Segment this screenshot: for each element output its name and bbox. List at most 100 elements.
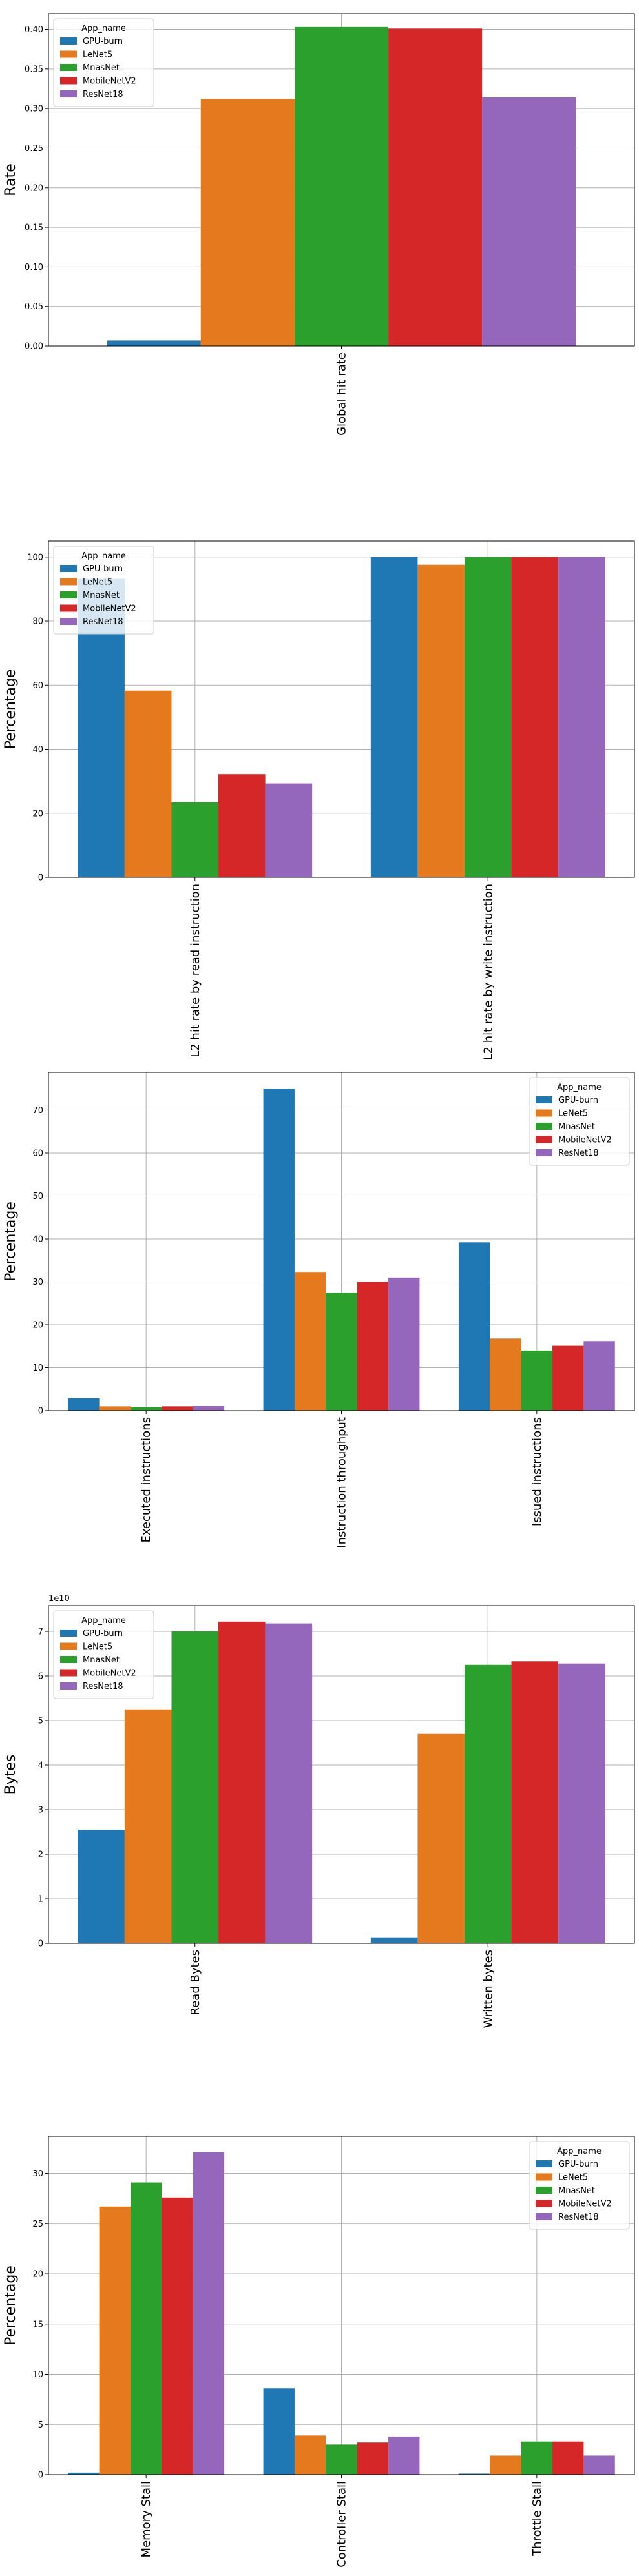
chart-panel-4: 0 1 2 3 4 5 6 7 1e10 Bytes Read Bytes Written bytes… <box>3 1594 635 2028</box>
bar-mobilenetv2-1 <box>162 2197 193 2475</box>
bar-gpu-burn-1 <box>68 2472 100 2475</box>
y-tick-label: 50 <box>32 1192 43 1201</box>
y-tick-label: 10 <box>32 1364 43 1373</box>
bar-lenet5-1 <box>99 2206 131 2475</box>
bar-resnet18-2 <box>388 1277 420 1411</box>
bar-mobilenetv2-1 <box>162 1406 193 1411</box>
bar-mnasnet-1 <box>171 1631 219 1943</box>
legend-label: MnasNet <box>558 1122 595 1132</box>
x-tick-label: Instruction throughput <box>335 1417 349 1548</box>
legend-title: App_name <box>81 1616 126 1626</box>
bar-lenet5-3 <box>490 2455 521 2475</box>
y-axis-label: Rate <box>3 163 19 196</box>
y-tick-label: 10 <box>32 2370 43 2380</box>
legend-swatch <box>536 2213 552 2220</box>
y-tick-label: 0.15 <box>25 223 43 233</box>
y-tick-label: 20 <box>32 809 43 819</box>
legend-swatch <box>536 2200 552 2207</box>
bar-mnasnet-3 <box>521 1350 553 1411</box>
bar-resnet18-1 <box>193 2152 225 2475</box>
legend: App_name GPU-burn LeNet5 MnasNet MobileNetV2… <box>53 18 154 107</box>
bar-gpu-burn-2 <box>263 1089 295 1411</box>
x-tick-label: Read Bytes <box>189 1950 202 2015</box>
bar-lenet5-1 <box>200 99 295 346</box>
legend-label: ResNet18 <box>83 1682 123 1692</box>
legend-label: GPU-burn <box>83 564 123 574</box>
y-tick-label: 3 <box>38 1806 43 1815</box>
bar-mnasnet-3 <box>521 2441 553 2475</box>
bar-mobilenetv2-1 <box>218 1621 266 1943</box>
legend: App_name GPU-burn LeNet5 MnasNet MobileNetV2… <box>529 1077 630 1166</box>
y-tick-label: 2 <box>38 1850 43 1860</box>
bar-lenet5-2 <box>417 1733 465 1943</box>
legend-swatch <box>60 50 77 58</box>
legend-swatch <box>60 37 77 45</box>
bar-gpu-burn-2 <box>263 2388 295 2475</box>
legend: App_name GPU-burn LeNet5 MnasNet MobileNetV2… <box>529 2141 630 2230</box>
bar-mnasnet-2 <box>464 557 512 877</box>
y-tick-label: 0.25 <box>25 144 43 154</box>
bar-gpu-burn-2 <box>370 557 418 877</box>
y-tick-label: 1 <box>38 1895 43 1905</box>
legend-label: LeNet5 <box>83 50 112 60</box>
legend-label: MnasNet <box>83 63 120 73</box>
chart-panel-1: 0.00 0.05 0.10 0.15 0.20 0.25 0.30 0.35 0.40 Rate… <box>3 13 635 436</box>
y-tick-label: 0.00 <box>25 342 43 352</box>
legend-label: MnasNet <box>83 591 120 600</box>
y-tick-label: 30 <box>32 2169 43 2179</box>
legend-label: MobileNetV2 <box>558 1136 612 1145</box>
bar-mobilenetv2-1 <box>218 774 266 877</box>
bar-mnasnet-2 <box>464 1664 512 1943</box>
legend-label: ResNet18 <box>558 2213 599 2222</box>
bar-lenet5-1 <box>124 690 172 877</box>
legend-swatch <box>536 2187 552 2194</box>
bar-mobilenetv2-2 <box>511 557 559 877</box>
bar-resnet18-2 <box>558 557 605 877</box>
x-tick-label: Written bytes <box>481 1950 495 2028</box>
legend-swatch <box>536 2173 552 2181</box>
bar-mobilenetv2-3 <box>552 1345 584 1411</box>
chart-panel-5: 0 5 10 15 20 25 30 Percentage Memory Stall Contro… <box>3 2136 635 2568</box>
x-tick-label: Executed instructions <box>140 1417 153 1543</box>
y-tick-label: 0.40 <box>25 25 43 35</box>
legend: App_name GPU-burn LeNet5 MnasNet MobileNetV2… <box>53 1610 154 1699</box>
bar-resnet18-3 <box>583 2455 615 2475</box>
x-tick-label: Issued instructions <box>530 1417 544 1526</box>
legend-box <box>529 2141 630 2230</box>
bar-gpu-burn-3 <box>458 1242 490 1411</box>
bar-resnet18-1 <box>265 1623 313 1943</box>
x-tick-label: Throttle Stall <box>530 2481 544 2557</box>
bar-gpu-burn-2 <box>370 1937 418 1943</box>
y-offset-label: 1e10 <box>48 1594 70 1604</box>
legend-swatch <box>60 565 77 572</box>
bar-mobilenetv2-2 <box>357 2442 389 2475</box>
bar-mobilenetv2-1 <box>388 28 483 347</box>
legend-swatch <box>536 1096 552 1103</box>
axes-frame <box>48 540 635 878</box>
legend-swatch <box>60 77 77 85</box>
legend-label: MobileNetV2 <box>83 77 136 87</box>
bar-resnet18-1 <box>193 1406 225 1411</box>
y-tick-label: 70 <box>32 1106 43 1116</box>
legend-swatch <box>60 578 77 586</box>
y-tick-label: 60 <box>32 1149 43 1159</box>
y-tick-label: 0 <box>38 1939 43 1949</box>
legend-swatch <box>60 591 77 598</box>
legend-swatch <box>60 1669 77 1677</box>
y-axis-label: Bytes <box>3 1755 19 1795</box>
legend-label: LeNet5 <box>558 2173 588 2183</box>
bar-resnet18-3 <box>583 1341 615 1411</box>
y-tick-label: 15 <box>32 2320 43 2329</box>
legend-title: App_name <box>81 551 126 561</box>
legend-swatch <box>60 64 77 71</box>
legend-label: ResNet18 <box>83 617 123 627</box>
y-tick-label: 0 <box>38 2471 43 2480</box>
legend-label: ResNet18 <box>83 90 123 99</box>
y-axis-label: Percentage <box>3 1201 19 1282</box>
y-tick-label: 100 <box>27 553 43 562</box>
legend: App_name GPU-burn LeNet5 MnasNet MobileNetV2… <box>53 546 154 635</box>
bar-mobilenetv2-3 <box>552 2441 584 2475</box>
bar-resnet18-2 <box>558 1663 605 1943</box>
y-tick-label: 0.10 <box>25 263 43 272</box>
y-tick-label: 40 <box>32 1235 43 1245</box>
